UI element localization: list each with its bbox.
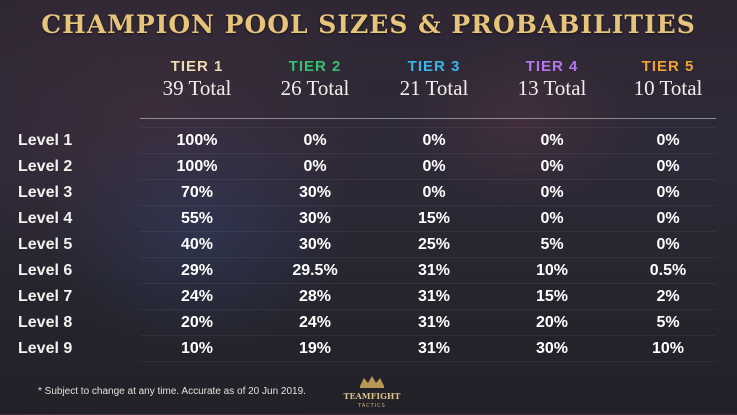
cell-tier-2: 0% [303, 158, 327, 175]
cell-tier-5: 0% [656, 236, 680, 253]
logo-line-1: TEAMFIGHT [344, 391, 401, 401]
footnote: * Subject to change at any time. Accurat… [38, 386, 306, 397]
cell-tier-3: 0% [422, 132, 446, 149]
cell-tier-2: 30% [298, 210, 332, 227]
crown-icon: TEAMFIGHT TACTICS [344, 376, 401, 409]
tier-1-name: TIER 1 [170, 58, 224, 75]
cell-tier-4: 20% [535, 314, 569, 331]
cell-tier-2: 19% [298, 340, 332, 357]
cell-tier-4: 10% [535, 262, 569, 279]
cell-tier-1: 55% [180, 210, 214, 227]
cell-tier-4: 0% [540, 158, 564, 175]
cell-tier-1: 24% [180, 288, 214, 305]
cell-tier-1: 100% [176, 132, 218, 149]
tier-header-2: TIER 2 26 Total [255, 58, 375, 101]
cell-tier-1: 70% [180, 184, 214, 201]
cell-tier-5: 2% [656, 288, 680, 305]
row-label: Level 1 [18, 132, 73, 149]
cell-tier-2: 28% [298, 288, 332, 305]
cell-tier-5: 5% [656, 314, 680, 331]
row-label: Level 3 [18, 184, 73, 201]
cell-tier-4: 0% [540, 132, 564, 149]
cell-tier-2: 24% [298, 314, 332, 331]
tier-5-total: 10 Total [633, 76, 703, 100]
cell-tier-1: 20% [180, 314, 214, 331]
cell-tier-3: 0% [422, 184, 446, 201]
tier-header-1: TIER 1 39 Total [137, 58, 257, 101]
tier-3-name: TIER 3 [407, 58, 461, 75]
tier-header-4: TIER 4 13 Total [492, 58, 612, 101]
cell-tier-4: 5% [540, 236, 564, 253]
cell-tier-1: 100% [176, 158, 218, 175]
cell-tier-3: 31% [417, 314, 451, 331]
cell-tier-2: 30% [298, 184, 332, 201]
row-label: Level 2 [18, 158, 73, 175]
cell-tier-1: 29% [180, 262, 214, 279]
cell-tier-5: 0% [656, 158, 680, 175]
tier-3-total: 21 Total [399, 76, 469, 100]
cell-tier-3: 31% [417, 288, 451, 305]
tier-header-5: TIER 5 10 Total [608, 58, 728, 101]
tier-2-name: TIER 2 [288, 58, 342, 75]
row-label: Level 6 [18, 262, 73, 279]
tier-2-total: 26 Total [280, 76, 350, 100]
cell-tier-5: 0.5% [649, 262, 687, 279]
cell-tier-5: 0% [656, 184, 680, 201]
tier-4-name: TIER 4 [525, 58, 579, 75]
tier-1-total: 39 Total [162, 76, 232, 100]
cell-tier-4: 0% [540, 184, 564, 201]
cell-tier-2: 0% [303, 132, 327, 149]
row-label: Level 7 [18, 288, 73, 305]
tier-5-name: TIER 5 [641, 58, 695, 75]
cell-tier-3: 0% [422, 158, 446, 175]
row-label: Level 8 [18, 314, 73, 331]
table-grid [140, 126, 716, 362]
cell-tier-5: 0% [656, 210, 680, 227]
row-label: Level 5 [18, 236, 73, 253]
cell-tier-2: 29.5% [292, 262, 338, 279]
page-title: CHAMPION POOL SIZES & PROBABILITIES [41, 10, 696, 39]
row-label: Level 4 [18, 210, 73, 227]
cell-tier-3: 25% [417, 236, 451, 253]
teamfight-tactics-logo: TEAMFIGHT TACTICS [336, 372, 408, 410]
cell-tier-5: 0% [656, 132, 680, 149]
logo-line-2: TACTICS [357, 403, 386, 409]
cell-tier-4: 30% [535, 340, 569, 357]
cell-tier-3: 31% [417, 262, 451, 279]
cell-tier-2: 30% [298, 236, 332, 253]
cell-tier-3: 15% [417, 210, 451, 227]
cell-tier-1: 10% [180, 340, 214, 357]
tier-4-total: 13 Total [517, 76, 587, 100]
cell-tier-4: 15% [535, 288, 569, 305]
cell-tier-4: 0% [540, 210, 564, 227]
cell-tier-3: 31% [417, 340, 451, 357]
row-label: Level 9 [18, 340, 73, 357]
cell-tier-5: 10% [651, 340, 685, 357]
header-divider [140, 118, 716, 119]
tier-header-3: TIER 3 21 Total [374, 58, 494, 101]
cell-tier-1: 40% [180, 236, 214, 253]
